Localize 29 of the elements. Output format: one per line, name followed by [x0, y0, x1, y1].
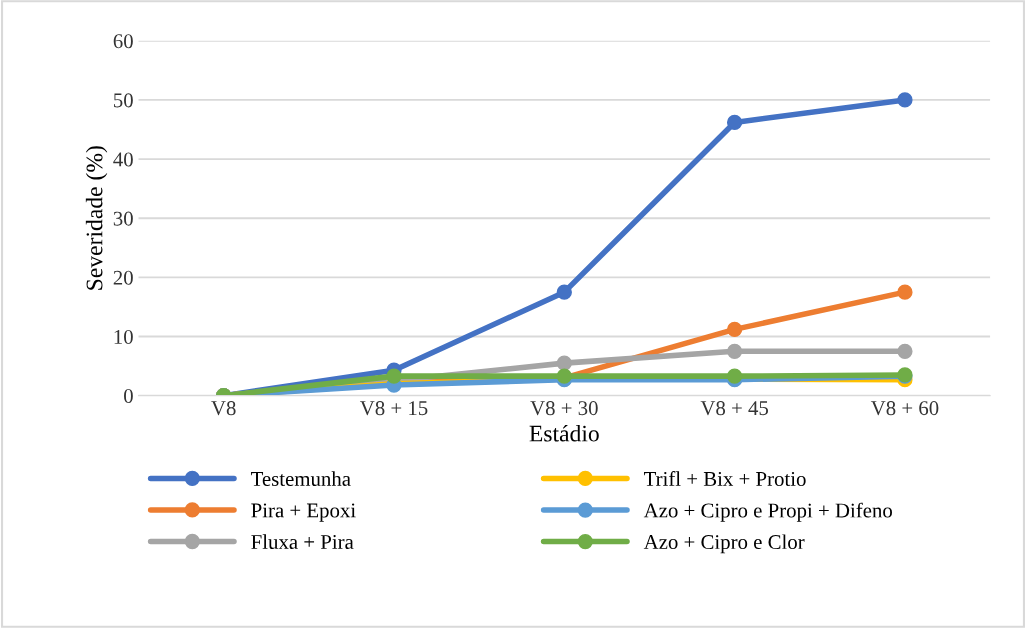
point — [726, 321, 743, 338]
point — [386, 368, 402, 384]
point — [897, 284, 913, 300]
y-tick-label: 40 — [113, 152, 133, 167]
x-axis-title: Estádio — [529, 424, 599, 442]
point — [897, 92, 913, 108]
legend-label: Azo + Cipro e Propi + Difeno — [643, 502, 892, 522]
y-axis-title: Severidade (%) — [85, 146, 108, 290]
legend-label: Trifl + Bix + Protio — [644, 471, 806, 486]
x-tick-label: V8 + 30 — [530, 401, 598, 416]
y-tick-label: 50 — [114, 93, 133, 108]
point — [726, 114, 743, 131]
x-tick-label: V8 + 60 — [870, 401, 939, 416]
y-tick-label: 0 — [124, 389, 133, 404]
x-tick-label: V8 + 15 — [359, 401, 428, 416]
y-tick-label: 60 — [113, 34, 133, 49]
y-tick-label: 30 — [113, 211, 133, 226]
legend-label: Azo + Cipro e Clor — [643, 534, 805, 554]
x-tick-label: V8 — [211, 401, 236, 416]
legend-label: Testemunha — [251, 471, 351, 486]
point — [556, 284, 572, 300]
y-tick-label: 20 — [113, 270, 133, 285]
x-tick-label: V8 + 45 — [700, 401, 769, 416]
y-tick-label: 10 — [114, 329, 133, 344]
point — [556, 355, 572, 371]
legend-label: Fluxa + Pira — [251, 534, 354, 549]
legend-label: Pira + Epoxi — [251, 503, 356, 522]
point — [897, 343, 913, 359]
point — [726, 343, 743, 359]
